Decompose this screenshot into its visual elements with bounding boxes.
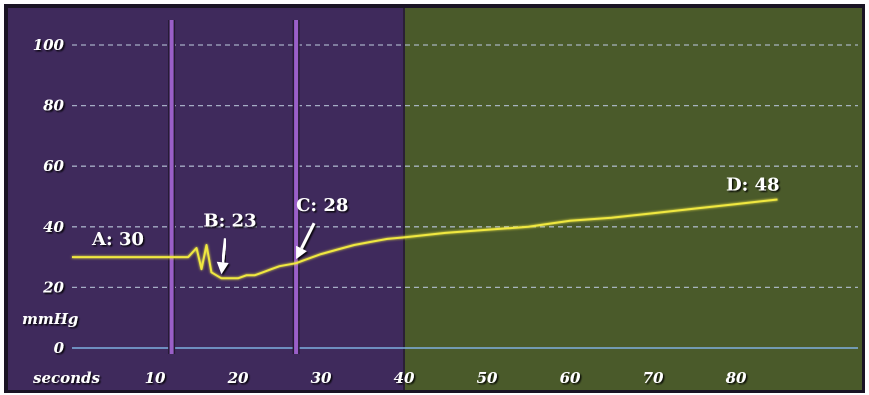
x-axis-label: seconds: [33, 369, 101, 387]
annotation-arrow: [221, 238, 227, 263]
x-tick-label: 80: [726, 369, 747, 387]
pressure-line: [72, 198, 778, 280]
x-tick-label: 10: [145, 369, 166, 387]
annotation-arrowhead: [296, 245, 307, 260]
y-tick-label: 40: [43, 218, 64, 236]
annotation-label: C: 28: [296, 195, 348, 216]
phase-panel-after: [404, 8, 862, 390]
x-tick-label: 50: [477, 369, 498, 387]
annotation-label: D: 48: [726, 175, 780, 196]
x-tick-label: 20: [227, 369, 249, 387]
annotation-label: B: 23: [203, 210, 256, 231]
y-tick-label: 0: [54, 339, 65, 357]
y-tick-label: 100: [33, 36, 65, 54]
x-tick-label: 40: [394, 369, 415, 387]
y-axis-label: mmHg: [22, 310, 78, 328]
y-tick-label: 20: [42, 278, 64, 296]
x-tick-label: 70: [643, 369, 664, 387]
annotation-arrow: [300, 222, 316, 250]
x-tick-label: 30: [311, 369, 332, 387]
y-tick-label: 60: [43, 157, 64, 175]
annotation-arrowhead: [216, 261, 229, 275]
annotation-label: A: 30: [91, 229, 144, 250]
x-tick-label: 60: [560, 369, 581, 387]
y-tick-label: 80: [43, 97, 64, 115]
phase-panel-before: [8, 8, 404, 390]
